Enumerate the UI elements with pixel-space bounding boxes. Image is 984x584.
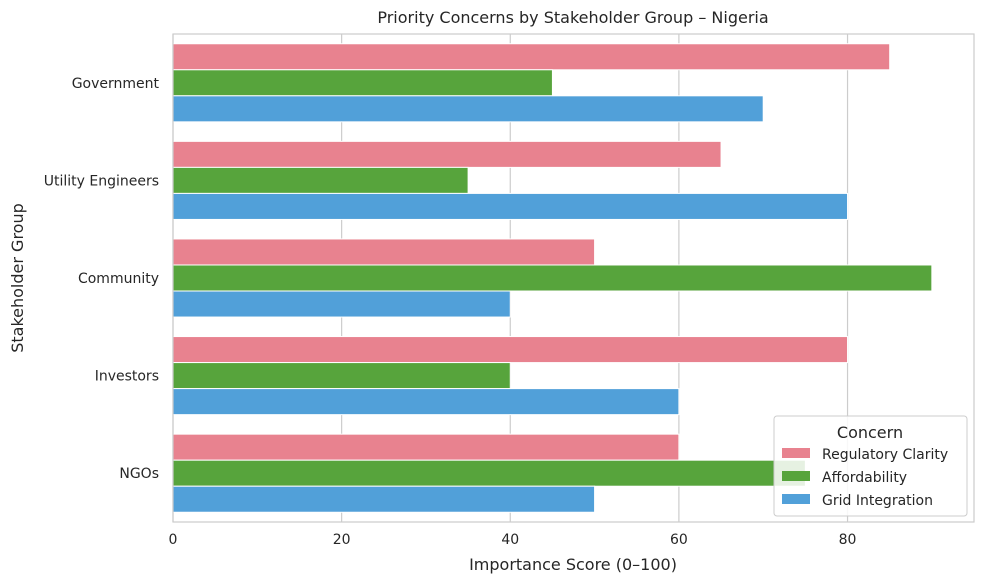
bar-grid-integration	[172, 192, 849, 220]
bar-regulatory-clarity	[172, 43, 891, 71]
y-tick-label: Utility Engineers	[44, 173, 159, 189]
bar-affordability	[172, 459, 806, 487]
legend-label: Affordability	[822, 470, 907, 486]
legend-label: Grid Integration	[822, 493, 933, 509]
y-tick-label: Community	[78, 271, 159, 287]
plot-frame	[172, 33, 975, 523]
bars	[172, 43, 933, 513]
bar-grid-integration	[172, 95, 764, 123]
bar-regulatory-clarity	[172, 140, 722, 168]
legend: Concern Regulatory Clarity Affordability G…	[773, 415, 968, 517]
bar-regulatory-clarity	[172, 238, 596, 266]
legend-swatch	[782, 494, 810, 504]
y-tick-label: Investors	[95, 369, 159, 385]
bar-affordability	[172, 166, 469, 194]
y-tick-label: NGOs	[119, 466, 159, 482]
y-tick-label: Government	[72, 76, 160, 92]
bar-regulatory-clarity	[172, 433, 680, 461]
bar-regulatory-clarity	[172, 336, 849, 364]
bar-affordability	[172, 69, 553, 97]
bar-affordability	[172, 264, 933, 292]
x-tick-label: 80	[839, 532, 857, 548]
bar-grid-integration	[172, 485, 596, 513]
legend-box	[773, 415, 968, 517]
y-axis-title: Stakeholder Group	[8, 203, 27, 353]
legend-swatch	[782, 471, 810, 481]
legend-title: Concern	[837, 423, 903, 442]
legend-swatch	[782, 448, 810, 458]
chart-title: Priority Concerns by Stakeholder Group –…	[377, 8, 768, 27]
bar-grid-integration	[172, 388, 680, 416]
x-tick-label: 40	[501, 532, 519, 548]
x-tick-label: 20	[333, 532, 351, 548]
x-axis-title: Importance Score (0–100)	[469, 555, 677, 574]
bar-affordability	[172, 362, 511, 390]
x-tick-label: 0	[169, 532, 178, 548]
x-tick-label: 60	[670, 532, 688, 548]
bar-grid-integration	[172, 290, 511, 318]
legend-label: Regulatory Clarity	[822, 447, 948, 463]
y-tick-labels: Government Utility Engineers Community Inve…	[44, 76, 160, 482]
x-tick-labels: 0 20 40 60 80	[169, 532, 857, 548]
